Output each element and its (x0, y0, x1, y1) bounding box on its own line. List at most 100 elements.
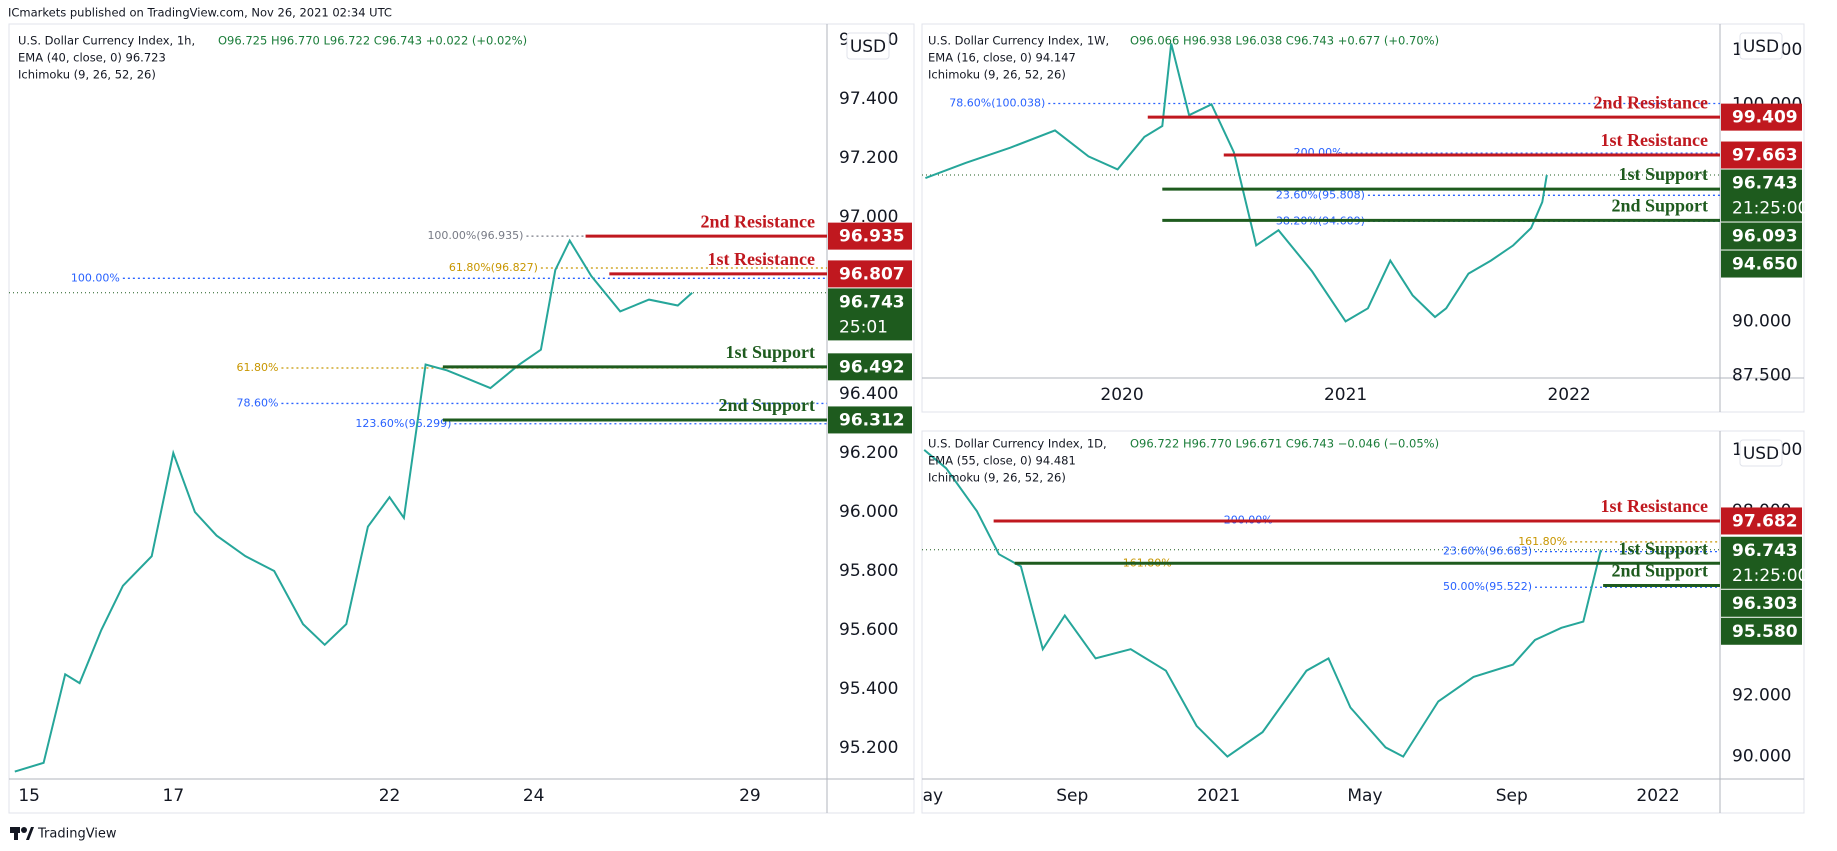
x-tick-label: Sep (1056, 786, 1088, 806)
fib-label: 100.00%(96.935) (427, 229, 523, 242)
legend-indicator: EMA (40, close, 0) 96.723 (18, 51, 166, 65)
price-tag (828, 222, 912, 250)
x-tick-label: 2022 (1636, 786, 1679, 806)
fib-label: 23.60%(95.808) (1276, 188, 1365, 201)
tradingview-logo (10, 827, 34, 840)
plot-area: 100.00%(96.935) 61.80%(96.827) 100.00% 61.8… (9, 211, 827, 773)
x-tick-label: 2020 (1100, 385, 1143, 405)
price-tag-label: 95.580 (1732, 622, 1798, 642)
fib-label: 123.60%(96.299) (355, 417, 451, 430)
legend-indicator: EMA (16, close, 0) 94.147 (928, 51, 1076, 65)
fib-label: 200.00% (1294, 146, 1343, 159)
y-tick-label: 96.000 (839, 502, 898, 522)
price-tag (828, 288, 912, 341)
x-tick-label: May (908, 786, 943, 806)
price-tag-label: 96.743 (1732, 174, 1798, 194)
countdown-label: 21:25:00 (1732, 199, 1808, 219)
y-tick-label: 97.000 (839, 207, 898, 227)
level-name: 1st Resistance (708, 249, 815, 269)
level-name: 2nd Resistance (1593, 92, 1708, 112)
currency-button[interactable] (1739, 32, 1783, 60)
level-name: 2nd Support (1611, 561, 1708, 581)
time-axis: 15 17 22 24 29 (18, 786, 760, 806)
publisher-line: ICmarkets published on TradingView.com, … (8, 6, 392, 20)
x-tick-label: May (1347, 786, 1382, 806)
price-tag-label: 99.409 (1732, 108, 1798, 128)
price-tag-label: 96.303 (1732, 594, 1798, 614)
chart-panel (921, 23, 1805, 413)
time-axis: 2020 2021 2022 (1100, 385, 1590, 405)
countdown-label: 21:25:00 (1732, 566, 1808, 586)
y-tick-label: 97.200 (839, 148, 898, 168)
price-tag (1721, 222, 1802, 250)
legend-ohlc: O96.722 H96.770 L96.671 C96.743 −0.046 (… (1130, 437, 1439, 451)
y-tick-label: 97.400 (839, 89, 898, 109)
fib-label: 61.80%(96.827) (449, 261, 538, 274)
y-tick-label: 96.400 (839, 384, 898, 404)
price-line (14, 238, 693, 773)
price-tag (1721, 507, 1802, 535)
legend-title: U.S. Dollar Currency Index, 1h, (18, 34, 195, 48)
price-tag-label: 97.663 (1732, 146, 1798, 166)
level-name: 2nd Resistance (700, 211, 815, 231)
y-tick-label: 96.200 (839, 443, 898, 463)
y-tick-label: 95.800 (839, 561, 898, 581)
x-tick-label: 24 (523, 786, 545, 806)
price-tag-label: 96.935 (839, 227, 905, 247)
legend-ohlc: O96.725 H96.770 L96.722 C96.743 +0.022 (… (218, 34, 527, 48)
price-tag (1721, 103, 1802, 131)
level-name: 1st Resistance (1601, 496, 1708, 516)
fib-label: 100.00% (71, 271, 120, 284)
currency-label: USD (1743, 444, 1779, 464)
footer-brand: TradingView (37, 827, 117, 842)
y-tick-label: 87.500 (1732, 366, 1791, 386)
countdown-label: 25:01 (839, 317, 888, 337)
price-tag-label: 97.682 (1732, 511, 1798, 531)
price-tag (828, 260, 912, 288)
x-tick-label: 22 (379, 786, 401, 806)
legend-indicator: Ichimoku (9, 26, 52, 26) (18, 68, 156, 82)
y-tick-label: 95.200 (839, 738, 898, 758)
y-tick-label: 92.000 (1732, 685, 1791, 705)
legend-title: U.S. Dollar Currency Index, 1D, (928, 437, 1107, 451)
price-tag (1721, 169, 1802, 222)
y-tick-label: 90.000 (1732, 311, 1791, 331)
currency-label: USD (1743, 37, 1779, 57)
time-axis: May Sep 2021 May Sep 2022 (908, 786, 1680, 806)
price-tag (1721, 617, 1802, 645)
level-name: 2nd Support (1611, 196, 1708, 216)
x-tick-label: 2021 (1197, 786, 1240, 806)
x-tick-label: 29 (739, 786, 761, 806)
price-tag-label: 96.807 (839, 264, 905, 284)
fib-label: 78.60%(100.038) (949, 96, 1045, 109)
price-tag (828, 406, 912, 434)
price-tag-label: 96.312 (839, 410, 905, 430)
price-tag (1721, 589, 1802, 617)
x-tick-label: 17 (163, 786, 185, 806)
x-tick-label: 2021 (1324, 385, 1367, 405)
price-line (925, 43, 1548, 323)
plot-area: 78.60%(100.038)200.00%23.60%(95.808)38.2… (922, 43, 1720, 323)
legend-indicator: Ichimoku (9, 26, 52, 26) (928, 471, 1066, 485)
legend-indicator: EMA (55, close, 0) 94.481 (928, 454, 1076, 468)
legend-ohlc: O96.066 H96.938 L96.038 C96.743 +0.677 (… (1130, 34, 1439, 48)
plot-area: 200.00%161.80%161.80%23.60%(96.683)50.00… (922, 449, 1720, 758)
level-name: 1st Support (1618, 164, 1708, 184)
level-name: 1st Resistance (1601, 130, 1708, 150)
price-tag-label: 96.492 (839, 357, 905, 377)
y-tick-label: 90.000 (1732, 747, 1791, 767)
currency-button[interactable] (1739, 439, 1783, 467)
fib-label: 61.80% (236, 361, 278, 374)
price-tag-label: 96.743 (839, 292, 905, 312)
currency-button[interactable] (846, 32, 890, 60)
y-tick-label: 95.400 (839, 679, 898, 699)
price-tag (1721, 250, 1802, 278)
price-tag-label: 96.093 (1732, 227, 1798, 247)
chart-panel (921, 430, 1805, 814)
fib-label: 50.00%(95.522) (1443, 580, 1532, 593)
legend-indicator: Ichimoku (9, 26, 52, 26) (928, 68, 1066, 82)
y-tick-label: 95.600 (839, 620, 898, 640)
price-tag-label: 94.650 (1732, 255, 1798, 275)
level-name: 1st Support (1618, 538, 1708, 558)
